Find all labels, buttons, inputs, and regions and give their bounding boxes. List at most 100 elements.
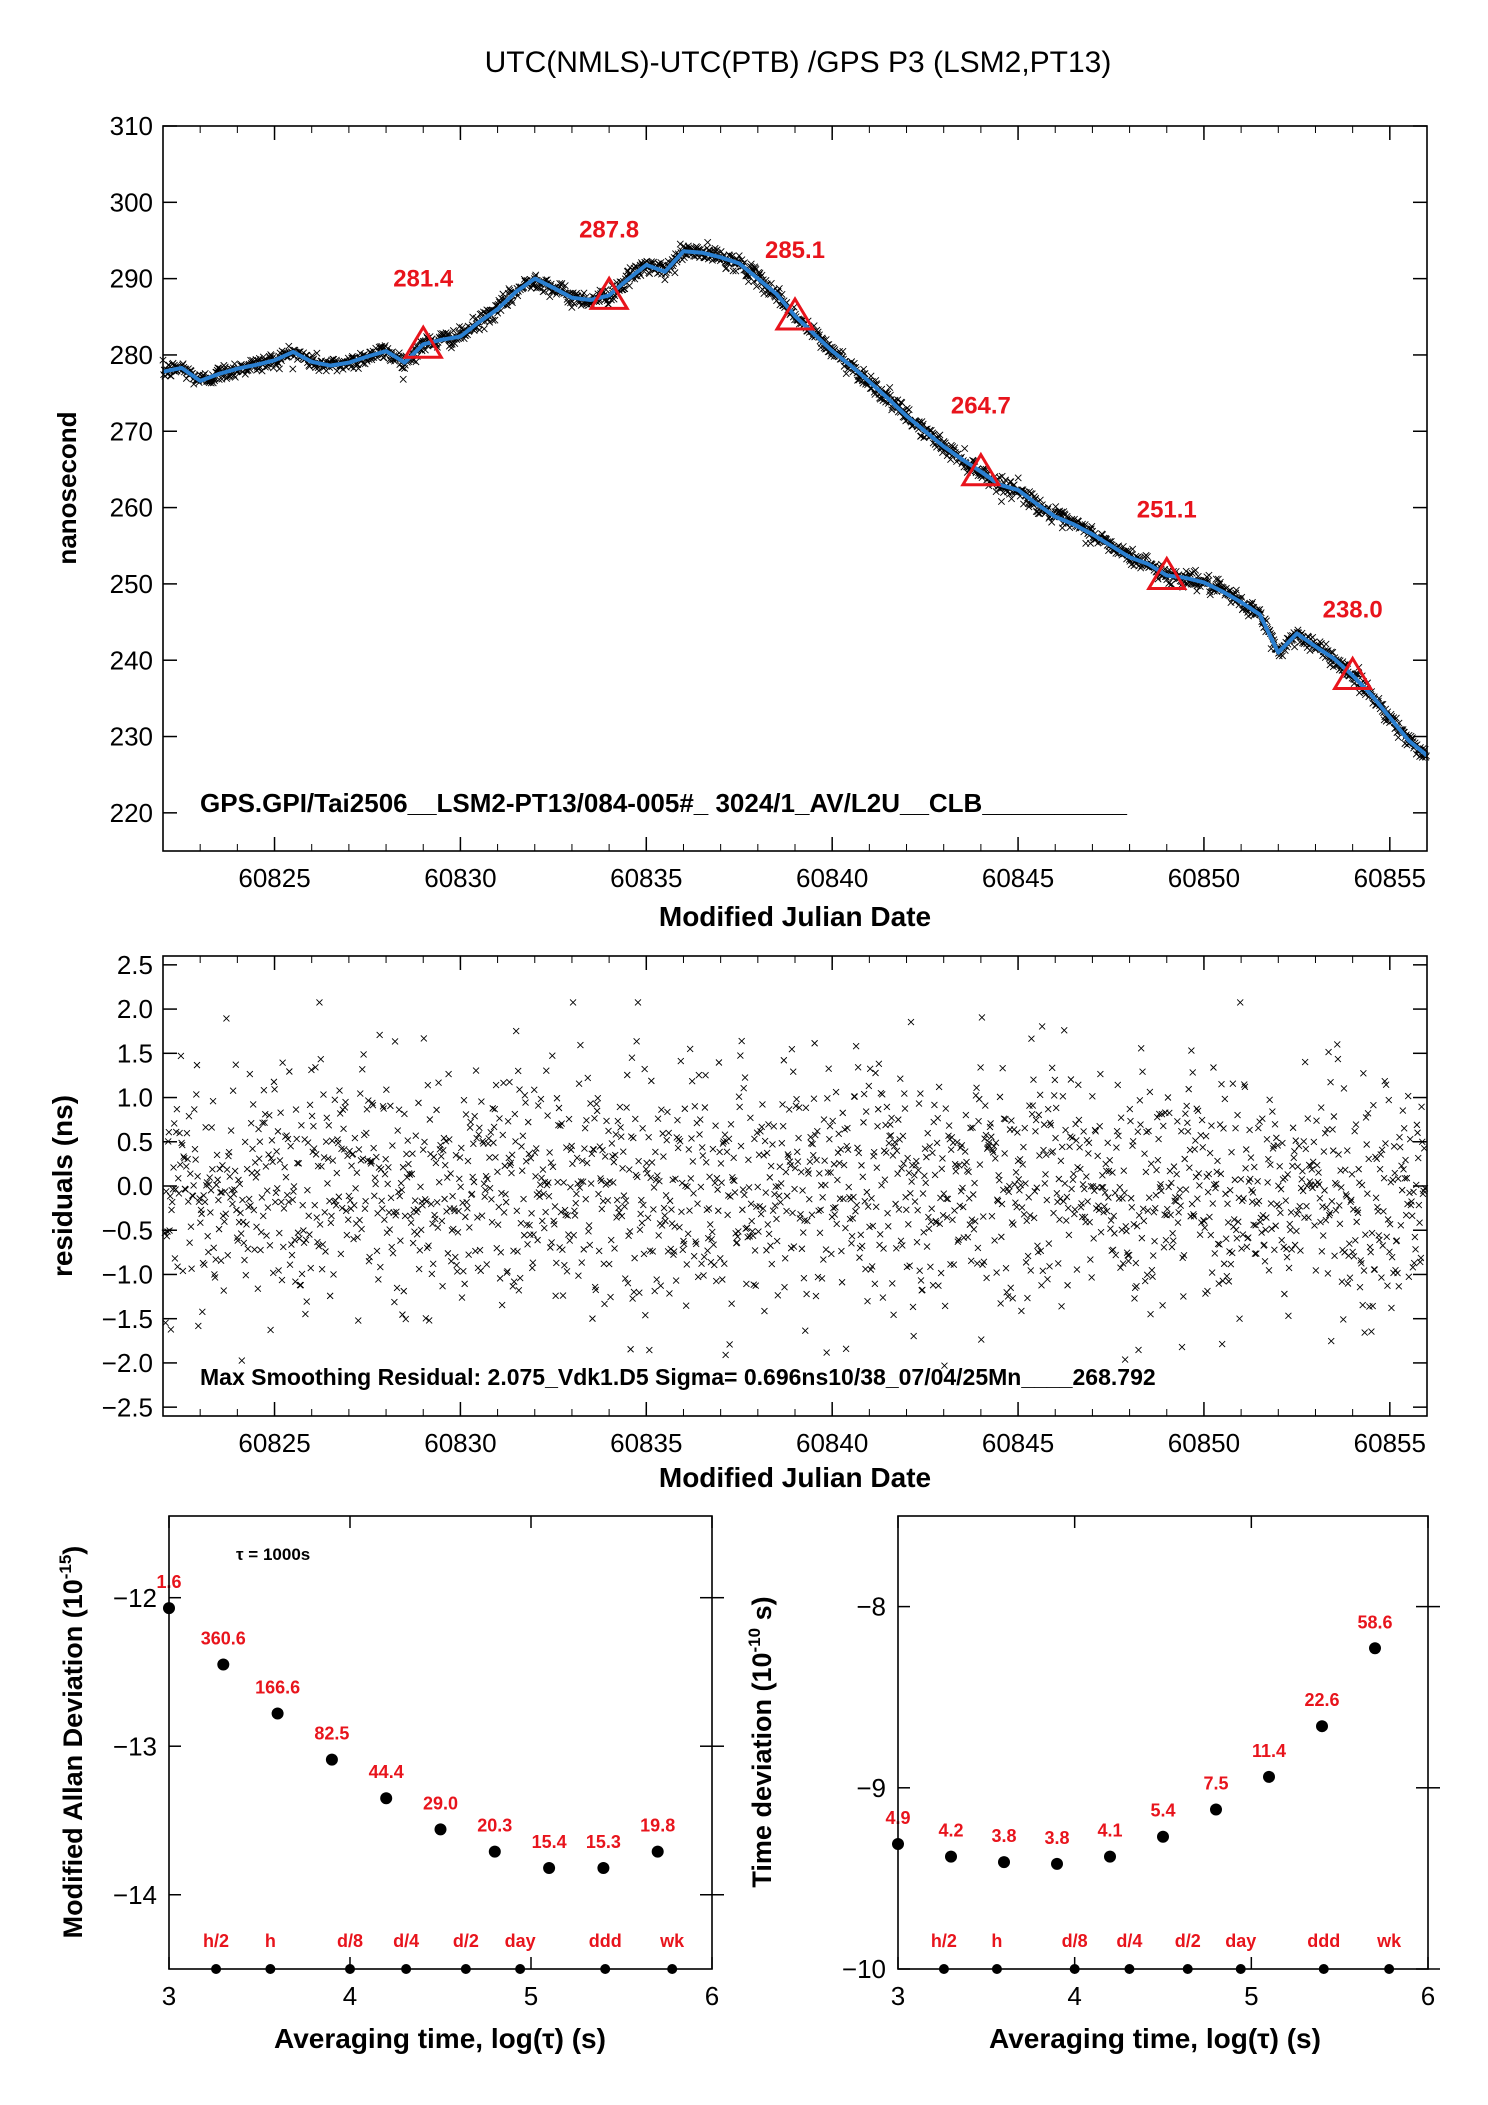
residual-point — [215, 1196, 222, 1204]
residual-point — [714, 1186, 721, 1193]
residual-point — [1028, 1110, 1036, 1118]
residual-point — [430, 1153, 438, 1161]
residual-point — [1139, 1068, 1146, 1075]
residual-point — [965, 1168, 972, 1176]
residual-point — [389, 1249, 397, 1257]
residual-point — [890, 1142, 898, 1150]
y-tick-label: 240 — [110, 645, 153, 675]
residual-point — [690, 1252, 698, 1260]
residual-point — [1066, 1133, 1074, 1140]
residual-point — [279, 1059, 286, 1066]
residual-point — [1056, 1195, 1064, 1203]
residual-point — [737, 1052, 744, 1059]
residual-point — [492, 1154, 499, 1161]
residual-point — [976, 1161, 984, 1168]
residual-point — [979, 1213, 987, 1220]
timing-point — [167, 372, 175, 380]
residual-point — [964, 1233, 972, 1241]
residual-point — [424, 1081, 432, 1089]
residual-point — [1149, 1252, 1157, 1259]
residual-point — [604, 1197, 612, 1204]
residual-point — [904, 1154, 911, 1162]
residual-point — [466, 1124, 474, 1131]
residual-point — [998, 1233, 1005, 1241]
residual-point — [329, 1157, 337, 1164]
residual-point — [1174, 1219, 1182, 1226]
residual-point — [633, 1173, 641, 1181]
residual-point — [1139, 1205, 1147, 1213]
residual-point — [387, 1194, 395, 1202]
residual-point — [460, 1096, 468, 1104]
residual-point — [790, 1243, 798, 1250]
tdev-point — [1104, 1850, 1116, 1863]
residual-point — [666, 1197, 674, 1205]
residuals-data — [161, 999, 1429, 1369]
residual-point — [263, 1232, 270, 1239]
residual-point — [1078, 1213, 1086, 1221]
residual-point — [1365, 1155, 1373, 1163]
residual-point — [509, 1282, 517, 1290]
residual-point — [725, 1135, 733, 1143]
residual-point — [1189, 1069, 1197, 1076]
residual-point — [785, 1153, 792, 1160]
residual-point — [703, 1206, 711, 1214]
residual-point — [573, 1190, 580, 1198]
residual-point — [1018, 1307, 1025, 1315]
residual-point — [807, 1133, 814, 1141]
residual-point — [1222, 1235, 1230, 1243]
residual-point — [1396, 1133, 1403, 1141]
timing-point — [558, 280, 566, 288]
residual-point — [818, 1275, 826, 1282]
residual-point — [1164, 1094, 1172, 1101]
residual-point — [766, 1174, 774, 1181]
timing-point — [211, 377, 219, 385]
residual-point — [876, 1230, 884, 1238]
residual-point — [1394, 1175, 1402, 1183]
residual-point — [769, 1207, 777, 1214]
residual-point — [530, 1086, 538, 1094]
residual-point — [993, 1269, 1000, 1276]
residual-point — [619, 1148, 627, 1155]
residual-point — [768, 1260, 776, 1268]
tdev-point-label: 4.1 — [1097, 1821, 1122, 1841]
residual-point — [449, 1192, 456, 1200]
residual-point — [272, 1189, 280, 1197]
residual-point — [480, 1180, 488, 1187]
residual-point — [233, 1206, 240, 1214]
residual-point — [927, 1263, 934, 1271]
residual-point — [300, 1239, 308, 1246]
mdev-point — [325, 1753, 338, 1766]
residual-point — [1088, 1274, 1095, 1281]
residual-point — [437, 1141, 444, 1149]
residual-point — [414, 1205, 422, 1213]
residual-point — [1072, 1137, 1080, 1144]
residual-point — [952, 1167, 960, 1175]
residual-point — [265, 1112, 273, 1119]
residual-point — [1058, 1143, 1066, 1151]
residual-point — [1221, 1095, 1229, 1103]
residual-point — [788, 1045, 796, 1053]
residual-point — [935, 1282, 942, 1290]
residual-point — [963, 1158, 970, 1166]
residual-point — [775, 1192, 783, 1200]
mdev-point-label: 44.4 — [369, 1762, 404, 1782]
residual-point — [815, 1170, 823, 1177]
residual-point — [1199, 1144, 1207, 1151]
residual-point — [579, 1157, 586, 1165]
residual-point — [337, 1250, 345, 1258]
residual-point — [1125, 1251, 1133, 1259]
residual-point — [277, 1198, 285, 1206]
residual-point — [864, 1297, 871, 1305]
residual-point — [874, 1122, 881, 1130]
residual-point — [1130, 1221, 1138, 1228]
y-tick-label: 250 — [110, 569, 153, 599]
residual-point — [1372, 1194, 1380, 1202]
residual-point — [1275, 1202, 1283, 1210]
residual-point — [998, 1200, 1006, 1208]
residual-point — [1217, 1170, 1225, 1178]
residual-point — [747, 1200, 755, 1208]
residual-point — [477, 1267, 485, 1275]
residual-point — [331, 1096, 339, 1104]
residual-point — [758, 1123, 766, 1131]
residual-point — [692, 1238, 699, 1245]
